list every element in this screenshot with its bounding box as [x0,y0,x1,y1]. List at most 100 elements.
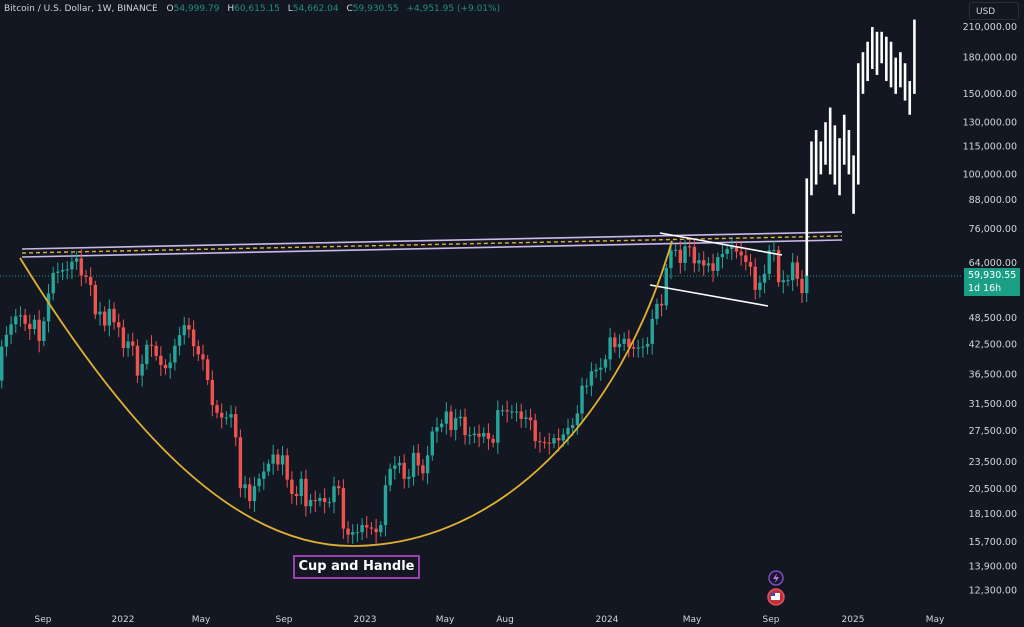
projection-bar [805,178,809,276]
candle [224,411,229,425]
candle-body [594,369,598,372]
candle [88,267,93,297]
candle-body [117,322,121,328]
candle-body [458,416,463,419]
candle-body [238,437,243,489]
candle [524,409,528,428]
projection-bar [861,52,865,94]
candle [767,244,771,281]
candle-body [580,385,584,414]
flag-canton [771,593,775,596]
candle-body [528,417,533,421]
candle-body [711,263,715,271]
candle [9,316,13,344]
candle-body [341,488,346,529]
candle [355,523,360,542]
candle-body [435,427,439,432]
candle [439,419,444,433]
candle-body [168,362,172,369]
candle [636,339,640,358]
candle [266,459,271,477]
candle-body [56,271,60,273]
candle-body [790,262,795,281]
projection-bar [903,63,907,101]
projection-bar [885,36,888,82]
candle [692,238,697,273]
candle-body [524,417,528,419]
candle [556,428,561,452]
candle-body [468,435,472,437]
candle-body [444,411,449,424]
candle [641,338,645,358]
candle [711,253,715,282]
candle [140,354,144,387]
candle-body [552,438,556,444]
candle [697,252,701,272]
candle [397,456,402,474]
candle-body [463,416,467,436]
candle-body [205,359,210,381]
candle-body [762,273,767,283]
candle [758,275,762,298]
handle-upper-line [659,232,783,256]
candle [229,405,233,428]
candle [70,253,74,279]
candle-body [496,410,500,443]
candle-body [453,418,458,431]
candle-body [93,284,98,315]
candle [84,269,88,284]
candle-body [182,325,186,336]
candle-body [374,528,378,533]
candle [463,408,467,445]
candle [191,320,196,357]
candle [678,240,683,274]
candle [720,244,725,269]
candle-body [758,282,762,290]
candle [351,524,355,544]
open-value: 54,999.79 [173,4,220,14]
candle-body [351,532,355,535]
candle [650,309,654,355]
candle-body [645,343,650,347]
candle [14,308,18,333]
candle-body [641,346,645,348]
projection-bar [913,19,916,94]
candle [753,258,757,300]
candle-body [449,411,453,431]
bar-countdown: 1d 16h [968,283,1002,294]
candle [37,310,41,353]
candle-body [243,484,247,489]
candle [514,402,519,422]
candle [458,409,463,427]
candle-body [510,411,514,413]
candle [234,406,238,447]
candle-body [346,528,350,535]
candle-body [224,417,229,419]
candle [706,257,711,273]
candle [379,521,383,537]
price-axis-tick: 150,000.00 [963,89,1017,100]
candle-body [505,410,509,412]
price-axis-tick: 27,500.00 [969,426,1017,437]
candle [215,400,219,419]
candle-body [215,405,219,413]
candle-body [800,278,804,294]
candle-body [112,308,116,323]
candle [627,329,631,358]
candle-body [379,525,383,533]
candle [126,333,130,357]
candle-body [107,308,112,326]
cup-and-handle-label[interactable]: Cup and Handle [293,555,420,579]
candle [51,266,55,301]
candle-body [14,316,18,325]
candle [365,515,369,539]
candle [425,445,430,485]
candle-body [369,527,374,529]
currency-selector[interactable]: USD [969,2,1019,20]
candle-body [687,246,692,248]
candle-body [683,246,687,263]
candle-body [360,525,364,533]
candle [435,417,439,443]
candle [453,409,458,441]
